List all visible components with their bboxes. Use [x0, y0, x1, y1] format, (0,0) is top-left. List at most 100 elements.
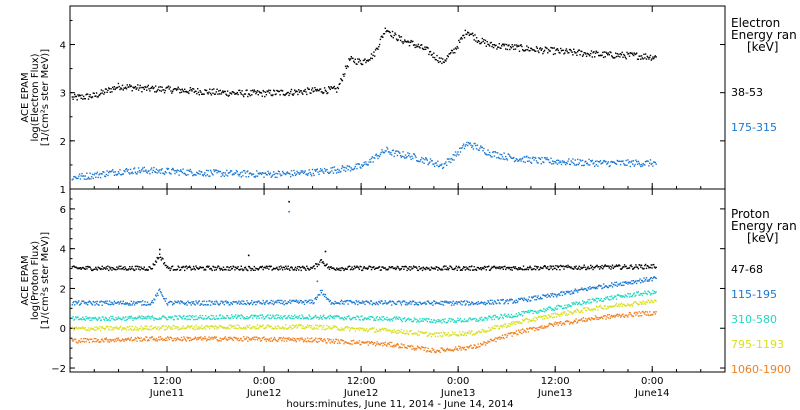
data-point [579, 54, 581, 56]
data-point [125, 316, 127, 318]
data-point [441, 335, 443, 338]
data-point [201, 317, 203, 319]
data-point [264, 317, 266, 320]
data-point [514, 159, 517, 162]
data-point [471, 32, 474, 34]
data-point [554, 53, 556, 55]
data-point [483, 331, 485, 333]
data-point [109, 319, 111, 322]
data-point [351, 302, 353, 304]
data-point [345, 318, 348, 320]
data-point [445, 161, 447, 163]
data-point [543, 308, 545, 310]
data-point [77, 177, 79, 179]
data-point [553, 47, 555, 49]
data-point [91, 340, 94, 343]
data-point [399, 346, 401, 348]
data-point [517, 269, 519, 271]
data-point [84, 175, 86, 177]
data-point [369, 59, 371, 61]
data-point [503, 265, 505, 268]
data-point [459, 267, 461, 269]
data-point [410, 158, 412, 161]
data-point [501, 266, 504, 268]
data-point [193, 303, 196, 305]
data-point [564, 52, 566, 54]
data-point [256, 301, 258, 303]
data-point [188, 326, 190, 328]
data-point [397, 344, 399, 346]
data-point [505, 155, 507, 158]
data-point [443, 301, 445, 303]
data-point [570, 290, 572, 292]
data-point [649, 162, 651, 164]
data-point [435, 351, 437, 353]
data-point [570, 50, 572, 52]
data-point [231, 303, 234, 305]
data-point [84, 319, 86, 321]
data-point [147, 84, 149, 87]
data-point [436, 302, 438, 304]
data-point [551, 294, 553, 297]
data-point [609, 305, 611, 307]
data-point [328, 318, 331, 320]
data-point [121, 327, 124, 329]
data-point [86, 268, 88, 270]
data-point [403, 330, 405, 332]
data-point [378, 266, 380, 268]
data-point [281, 327, 283, 330]
data-point [267, 314, 269, 316]
data-point [251, 325, 254, 328]
data-point [311, 168, 314, 171]
data-point [233, 91, 235, 94]
data-point [104, 319, 106, 321]
data-point [561, 160, 564, 162]
data-point [361, 300, 364, 302]
data-point [392, 331, 394, 333]
data-point [346, 299, 348, 302]
data-point [144, 269, 146, 271]
data-point [405, 347, 407, 349]
data-point [108, 303, 110, 306]
data-point [164, 264, 166, 267]
data-point [263, 327, 265, 330]
data-point [311, 87, 314, 89]
data-point [500, 299, 502, 301]
data-point [411, 320, 413, 323]
data-point [425, 351, 428, 353]
data-point [469, 33, 471, 35]
data-point [184, 172, 186, 175]
data-point [601, 54, 603, 56]
data-point [446, 267, 449, 269]
data-point [85, 303, 87, 305]
data-point [125, 303, 128, 305]
data-point [641, 267, 644, 269]
data-point [125, 267, 127, 270]
data-point [176, 301, 179, 304]
data-point [227, 172, 230, 174]
data-point [273, 171, 275, 173]
data-point [406, 318, 408, 321]
data-point [105, 317, 107, 320]
data-point [408, 303, 410, 305]
data-point [567, 52, 569, 54]
data-point [314, 169, 316, 171]
data-point [315, 169, 318, 171]
data-point [426, 320, 428, 323]
data-point [614, 265, 616, 268]
data-point [417, 320, 420, 322]
data-point [179, 92, 181, 94]
data-point [432, 321, 434, 323]
data-point [478, 267, 480, 270]
data-point [429, 302, 431, 305]
data-point [520, 297, 522, 299]
data-point [182, 339, 184, 341]
data-point [177, 318, 179, 320]
data-point [573, 292, 575, 294]
data-point [399, 302, 402, 304]
data-point [377, 319, 379, 321]
data-point [91, 317, 94, 319]
data-point [134, 265, 137, 268]
data-point [416, 334, 419, 336]
data-point [154, 171, 157, 173]
